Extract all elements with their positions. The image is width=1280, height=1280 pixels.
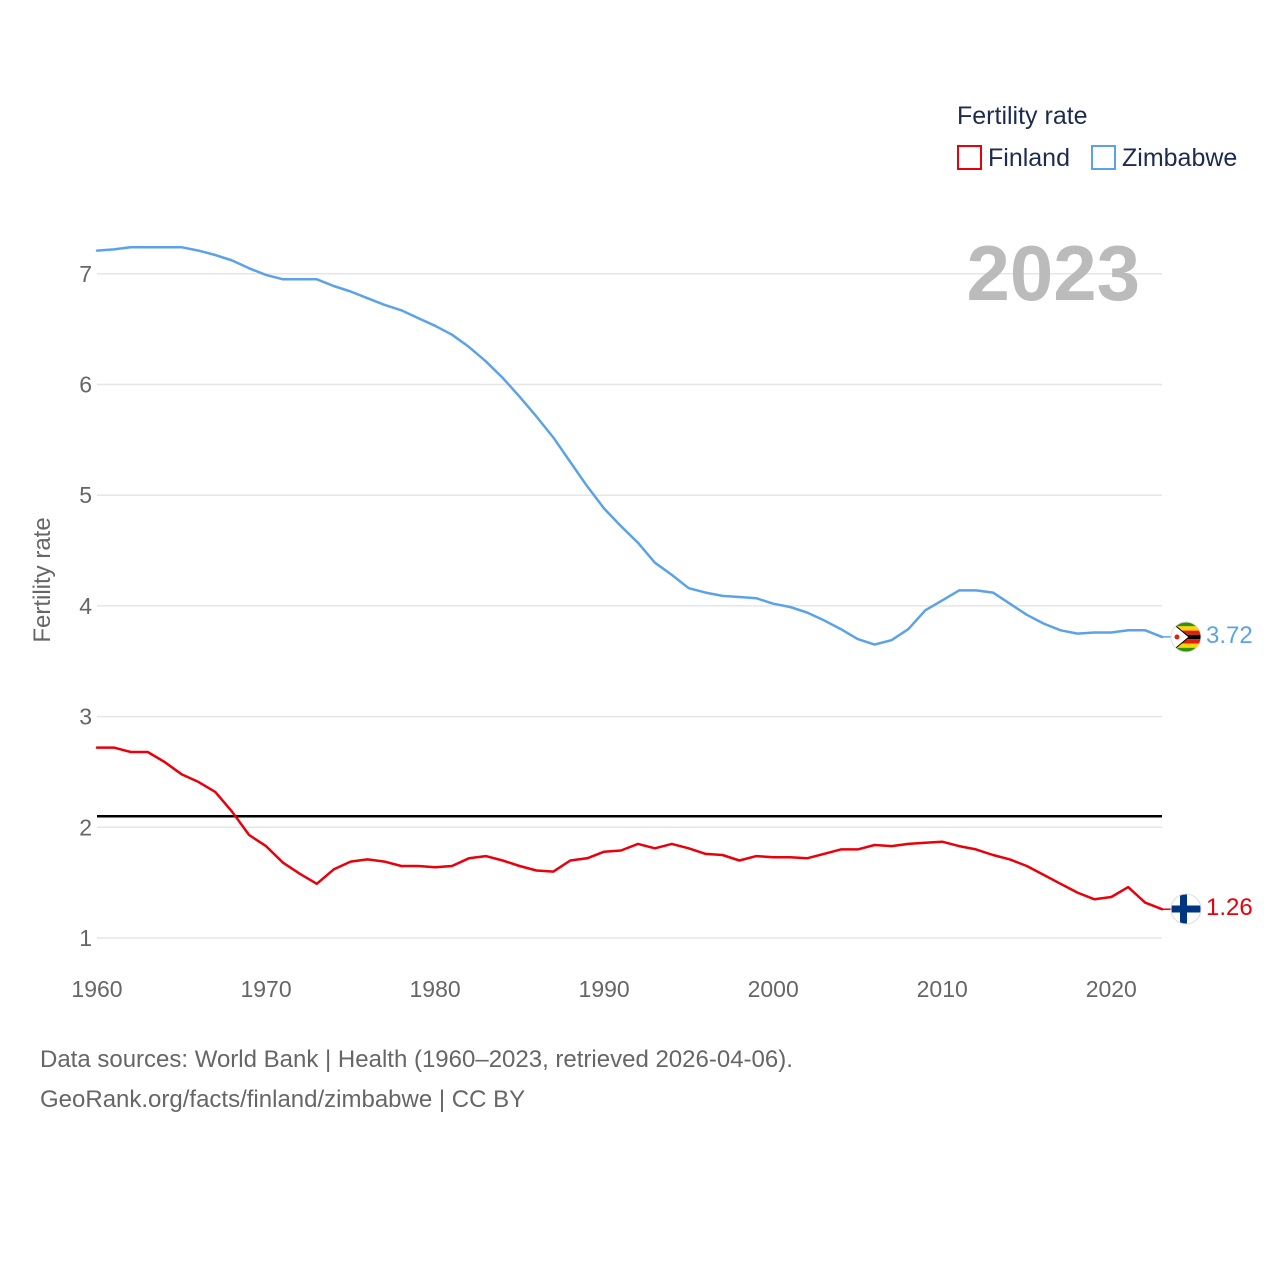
finland-flag-border	[1170, 893, 1202, 925]
zimbabwe-flag-border	[1170, 621, 1202, 653]
y-tick-label-5: 5	[79, 482, 92, 508]
year-label: 2023	[966, 229, 1140, 317]
legend-swatch-zimbabwe[interactable]	[1091, 145, 1116, 170]
series-lines	[95, 245, 1172, 911]
x-tick-label-2020: 2020	[1086, 976, 1137, 1002]
series-line-zimbabwe[interactable]	[95, 245, 1164, 646]
footer: Data sources: World Bank | Health (1960–…	[40, 1040, 793, 1120]
x-tick-label-2010: 2010	[917, 976, 968, 1002]
y-tick-label-1: 1	[79, 925, 92, 951]
finland-flag-icon	[1171, 894, 1201, 924]
legend[interactable]: Fertility rate Finland Zimbabwe	[957, 102, 1237, 172]
zimbabwe-flag-icon	[1171, 622, 1201, 652]
x-axis-ticks: 1960 1970 1980 1990 2000 2010 2020	[71, 976, 1136, 1002]
x-tick-label-2000: 2000	[748, 976, 799, 1002]
y-tick-label-2: 2	[79, 814, 92, 840]
footer-link[interactable]: GeoRank.org/facts/finland/zimbabwe | CC …	[40, 1086, 526, 1113]
y-tick-label-7: 7	[79, 261, 92, 287]
finland-end-value: 1.26	[1206, 894, 1253, 921]
y-tick-label-6: 6	[79, 372, 92, 398]
gridlines	[97, 273, 1162, 939]
x-tick-label-1960: 1960	[71, 976, 122, 1002]
zimbabwe-end-value: 3.72	[1206, 622, 1253, 649]
y-tick-label-4: 4	[79, 593, 92, 619]
y-axis-ticks: 1 2 3 4 5 6 7	[79, 261, 92, 951]
x-tick-label-1990: 1990	[579, 976, 630, 1002]
series-line-finland[interactable]	[95, 746, 1164, 911]
legend-label-zimbabwe[interactable]: Zimbabwe	[1122, 144, 1237, 172]
y-axis-label: Fertility rate	[29, 517, 56, 642]
legend-label-finland[interactable]: Finland	[988, 144, 1070, 172]
legend-title: Fertility rate	[957, 102, 1088, 130]
y-tick-label-3: 3	[79, 704, 92, 730]
footer-sources: Data sources: World Bank | Health (1960–…	[40, 1046, 793, 1073]
x-tick-label-1980: 1980	[410, 976, 461, 1002]
x-tick-label-1970: 1970	[240, 976, 291, 1002]
legend-swatch-finland[interactable]	[957, 145, 982, 170]
